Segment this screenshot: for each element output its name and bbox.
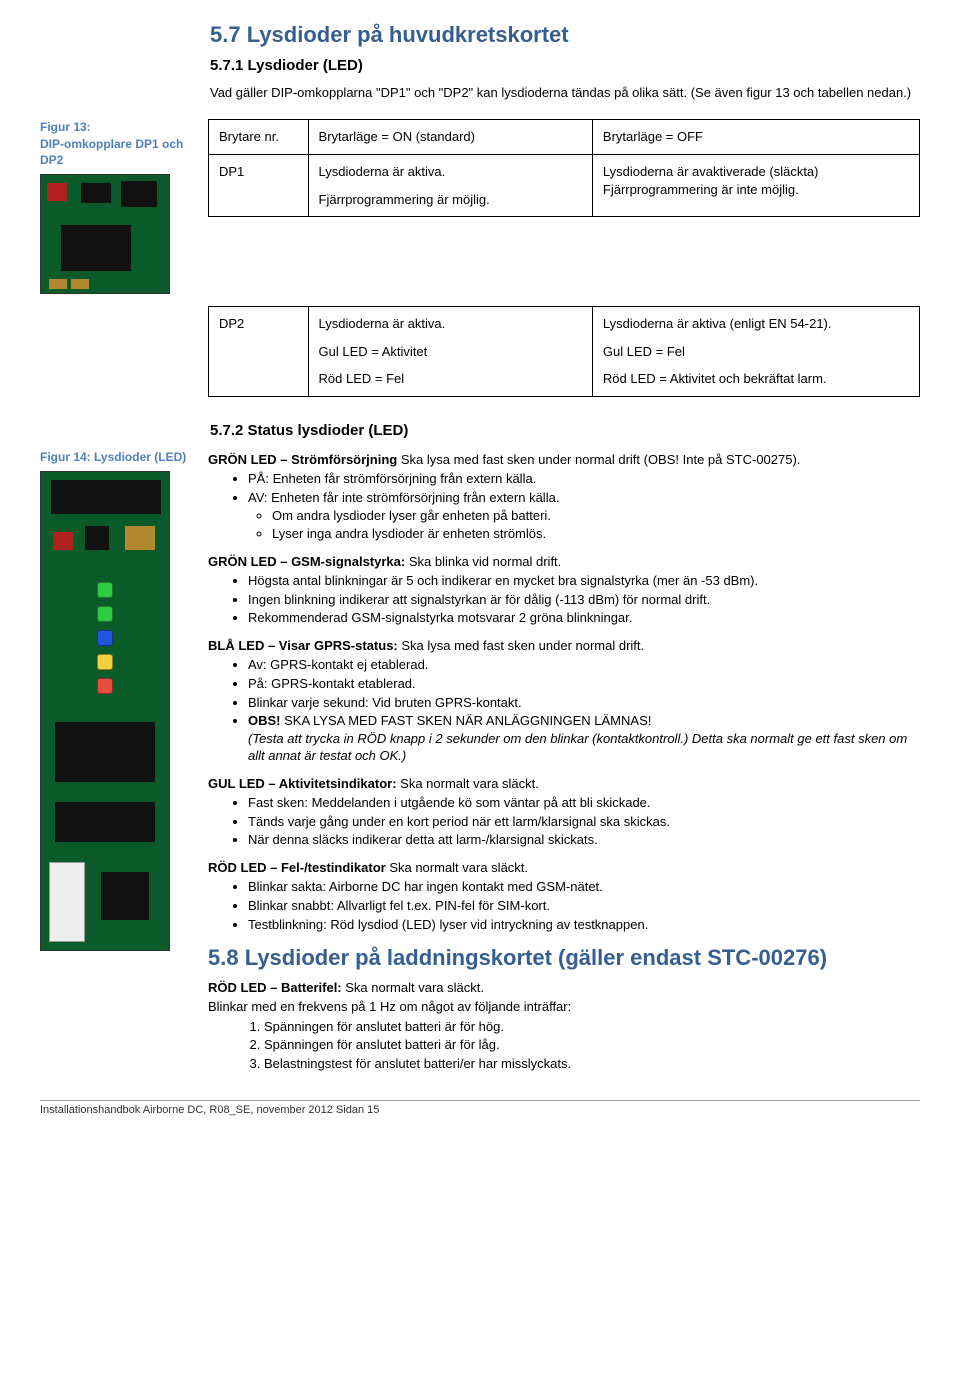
dip-table-2: DP2 Lysdioderna är aktiva. Gul LED = Akt… <box>208 306 920 397</box>
figure-13-caption-prefix: Figur 13: <box>40 120 91 134</box>
figure-13-caption: Figur 13: DIP-omkopplare DP1 och DP2 <box>40 119 190 168</box>
yellow-act-b1: Fast sken: Meddelanden i utgående kö som… <box>248 794 920 812</box>
figure-14-caption: Figur 14: Lysdioder (LED) <box>40 449 190 465</box>
yellow-act-b3: När denna släcks indikerar detta att lar… <box>248 831 920 849</box>
yellow-act-heading: GUL LED – Aktivitetsindikator: Ska norma… <box>208 775 920 793</box>
red-batt-n1: Spänningen för anslutet batteri är för h… <box>264 1018 920 1036</box>
t1-r1c2: Brytarläge = ON (standard) <box>319 129 475 144</box>
blue-gprs-b3: Blinkar varje sekund: Vid bruten GPRS-ko… <box>248 694 920 712</box>
yellow-act-list: Fast sken: Meddelanden i utgående kö som… <box>208 794 920 849</box>
blue-gprs-b4a: OBS! <box>248 713 281 728</box>
red-err-b2: Blinkar snabbt: Allvarligt fel t.ex. PIN… <box>248 897 920 915</box>
red-batt-numlist: Spänningen för anslutet batteri är för h… <box>208 1018 920 1073</box>
section-5-8-title: 5.8 Lysdioder på laddningskortet (gäller… <box>208 943 920 973</box>
red-err-list: Blinkar sakta: Airborne DC har ingen kon… <box>208 878 920 933</box>
red-batt-head: RÖD LED – Batterifel: <box>208 980 345 995</box>
t1-r2c2b: Fjärrprogrammering är möjlig. <box>319 191 582 209</box>
t2-r1c2c: Röd LED = Fel <box>319 370 582 388</box>
green-gsm-tail: Ska blinka vid normal drift. <box>409 554 561 569</box>
yellow-act-head: GUL LED – Aktivitetsindikator: <box>208 776 400 791</box>
figure-13-image <box>40 174 170 294</box>
red-batt-line: Blinkar med en frekvens på 1 Hz om något… <box>208 998 920 1016</box>
t2-r1c1: DP2 <box>219 316 244 331</box>
red-err-head: RÖD LED – Fel-/testindikator <box>208 860 389 875</box>
blue-gprs-b1: Av: GPRS-kontakt ej etablerad. <box>248 656 920 674</box>
green-gsm-b1: Högsta antal blinkningar är 5 och indike… <box>248 572 920 590</box>
green-power-s1: Om andra lysdioder lyser går enheten på … <box>272 507 920 525</box>
green-power-tail: Ska lysa med fast sken under normal drif… <box>401 452 801 467</box>
t1-r2c1: DP1 <box>219 164 244 179</box>
red-batt-n3: Belastningstest för anslutet batteri/er … <box>264 1055 920 1073</box>
figure-14-image <box>40 471 170 951</box>
blue-gprs-b4c: (Testa att trycka in RÖD knapp i 2 sekun… <box>248 731 907 764</box>
green-power-heading: GRÖN LED – Strömförsörjning Ska lysa med… <box>208 451 920 469</box>
blue-gprs-heading: BLÅ LED – Visar GPRS-status: Ska lysa me… <box>208 637 920 655</box>
red-err-tail: Ska normalt vara släckt. <box>389 860 528 875</box>
red-err-b1: Blinkar sakta: Airborne DC har ingen kon… <box>248 878 920 896</box>
blue-gprs-b4b: SKA LYSA MED FAST SKEN NÄR ANLÄGGNINGEN … <box>281 713 652 728</box>
t2-r1c3a: Lysdioderna är aktiva (enligt EN 54-21). <box>603 315 909 333</box>
green-power-b1: PÅ: Enheten får strömförsörjning från ex… <box>248 470 920 488</box>
green-gsm-head: GRÖN LED – GSM-signalstyrka: <box>208 554 409 569</box>
dip-table-1: Brytare nr. Brytarläge = ON (standard) B… <box>208 119 920 217</box>
red-batt-tail: Ska normalt vara släckt. <box>345 980 484 995</box>
red-err-b3: Testblinkning: Röd lysdiod (LED) lyser v… <box>248 916 920 934</box>
t1-r2c2a: Lysdioderna är aktiva. <box>319 163 582 181</box>
t2-r1c3b: Gul LED = Fel <box>603 343 909 361</box>
green-power-b2-text: AV: Enheten får inte strömförsörjning fr… <box>248 490 559 505</box>
blue-gprs-list: Av: GPRS-kontakt ej etablerad. På: GPRS-… <box>208 656 920 764</box>
blue-gprs-tail: Ska lysa med fast sken under normal drif… <box>401 638 644 653</box>
blue-gprs-head: BLÅ LED – Visar GPRS-status: <box>208 638 401 653</box>
section-5-7-2-title: 5.7.2 Status lysdioder (LED) <box>210 421 920 441</box>
t2-r1c3c: Röd LED = Aktivitet och bekräftat larm. <box>603 370 909 388</box>
green-gsm-list: Högsta antal blinkningar är 5 och indike… <box>208 572 920 627</box>
t1-r1c3: Brytarläge = OFF <box>603 129 703 144</box>
blue-gprs-b4: OBS! SKA LYSA MED FAST SKEN NÄR ANLÄGGNI… <box>248 712 920 765</box>
green-power-s2: Lyser inga andra lysdioder är enheten st… <box>272 525 920 543</box>
page-footer: Installationshandbok Airborne DC, R08_SE… <box>40 1100 920 1118</box>
green-gsm-b2: Ingen blinkning indikerar att signalstyr… <box>248 591 920 609</box>
section-5-7-title: 5.7 Lysdioder på huvudkretskortet <box>210 20 920 50</box>
green-gsm-heading: GRÖN LED – GSM-signalstyrka: Ska blinka … <box>208 553 920 571</box>
green-power-list: PÅ: Enheten får strömförsörjning från ex… <box>208 470 920 542</box>
figure-13-caption-text: DIP-omkopplare DP1 och DP2 <box>40 137 183 167</box>
t2-r1c2a: Lysdioderna är aktiva. <box>319 315 582 333</box>
red-batt-n2: Spänningen för anslutet batteri är för l… <box>264 1036 920 1054</box>
green-gsm-b3: Rekommenderad GSM-signalstyrka motsvarar… <box>248 609 920 627</box>
yellow-act-b2: Tänds varje gång under en kort period nä… <box>248 813 920 831</box>
t1-r2c3: Lysdioderna är avaktiverade (släckta) Fj… <box>603 164 819 197</box>
section-5-7-1-title: 5.7.1 Lysdioder (LED) <box>210 56 920 76</box>
blue-gprs-b2: På: GPRS-kontakt etablerad. <box>248 675 920 693</box>
red-err-heading: RÖD LED – Fel-/testindikator Ska normalt… <box>208 859 920 877</box>
red-batt-heading: RÖD LED – Batterifel: Ska normalt vara s… <box>208 979 920 997</box>
t1-r1c1: Brytare nr. <box>219 129 279 144</box>
green-power-head: GRÖN LED – Strömförsörjning <box>208 452 401 467</box>
green-power-b2: AV: Enheten får inte strömförsörjning fr… <box>248 489 920 543</box>
intro-paragraph: Vad gäller DIP-omkopplarna "DP1" och "DP… <box>210 84 920 102</box>
yellow-act-tail: Ska normalt vara släckt. <box>400 776 539 791</box>
t2-r1c2b: Gul LED = Aktivitet <box>319 343 582 361</box>
